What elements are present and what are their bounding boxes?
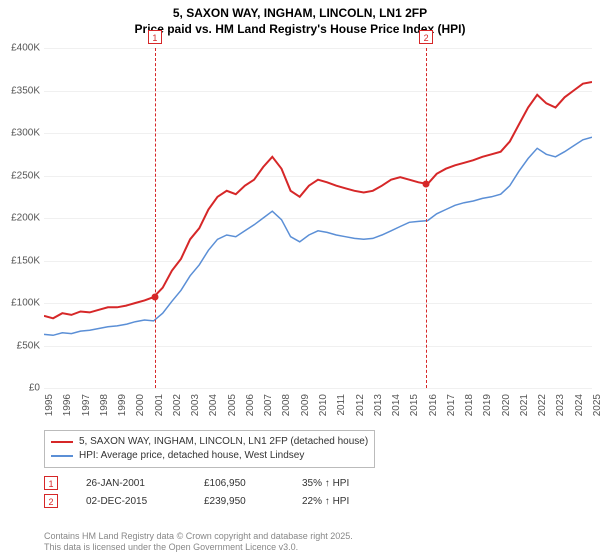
x-tick-label: 2021 xyxy=(519,394,530,416)
x-tick-label: 2023 xyxy=(555,394,566,416)
legend-label: HPI: Average price, detached house, West… xyxy=(79,449,304,463)
y-tick-label: £200K xyxy=(11,213,40,224)
y-tick-label: £400K xyxy=(11,43,40,54)
marker-table-id-box: 2 xyxy=(44,494,58,508)
x-tick-label: 1998 xyxy=(99,394,110,416)
x-tick-label: 1995 xyxy=(44,394,55,416)
footer-line2: This data is licensed under the Open Gov… xyxy=(44,542,353,554)
y-tick-label: £150K xyxy=(11,255,40,266)
footer-line1: Contains HM Land Registry data © Crown c… xyxy=(44,531,353,543)
marker-table: 1 26-JAN-2001 £106,950 35% ↑ HPI 2 02-DEC-201… xyxy=(44,476,592,508)
marker-dot xyxy=(151,294,158,301)
marker-vline xyxy=(155,48,156,388)
x-tick-label: 2018 xyxy=(464,394,475,416)
marker-table-date: 26-JAN-2001 xyxy=(86,478,176,489)
x-tick-label: 2008 xyxy=(281,394,292,416)
chart-container: 5, SAXON WAY, INGHAM, LINCOLN, LN1 2FP P… xyxy=(0,0,600,560)
legend-row: 5, SAXON WAY, INGHAM, LINCOLN, LN1 2FP (… xyxy=(51,435,368,449)
x-tick-label: 2004 xyxy=(208,394,219,416)
x-tick-label: 2020 xyxy=(501,394,512,416)
x-tick-label: 2002 xyxy=(172,394,183,416)
x-tick-label: 2015 xyxy=(409,394,420,416)
x-tick-label: 2005 xyxy=(227,394,238,416)
x-tick-label: 2016 xyxy=(428,394,439,416)
x-tick-label: 2012 xyxy=(355,394,366,416)
y-tick-label: £300K xyxy=(11,128,40,139)
y-tick-label: £0 xyxy=(29,383,40,394)
x-axis: 1995 1996 1997 1998 1999 2000 2001 2002 2003 2004… xyxy=(44,390,592,420)
marker-table-date: 02-DEC-2015 xyxy=(86,496,176,507)
x-tick-label: 2001 xyxy=(154,394,165,416)
legend-area: 5, SAXON WAY, INGHAM, LINCOLN, LN1 2FP (… xyxy=(44,430,592,512)
x-tick-label: 2022 xyxy=(537,394,548,416)
footer: Contains HM Land Registry data © Crown c… xyxy=(44,531,353,554)
legend-row: HPI: Average price, detached house, West… xyxy=(51,449,368,463)
x-tick-label: 2010 xyxy=(318,394,329,416)
legend-swatch xyxy=(51,455,73,457)
marker-vline xyxy=(426,48,427,388)
series-line xyxy=(44,82,592,318)
y-tick-label: £50K xyxy=(17,340,40,351)
x-tick-label: 2009 xyxy=(300,394,311,416)
marker-table-id-box: 1 xyxy=(44,476,58,490)
x-tick-label: 2000 xyxy=(135,394,146,416)
marker-dot xyxy=(423,181,430,188)
x-tick-label: 2017 xyxy=(446,394,457,416)
gridline xyxy=(44,388,592,389)
x-tick-label: 2007 xyxy=(263,394,274,416)
plot-region: £0£50K£100K£150K£200K£250K£300K£350K£400… xyxy=(44,48,592,388)
legend-label: 5, SAXON WAY, INGHAM, LINCOLN, LN1 2FP (… xyxy=(79,435,368,449)
marker-table-row: 2 02-DEC-2015 £239,950 22% ↑ HPI xyxy=(44,494,592,508)
chart-area: £0£50K£100K£150K£200K£250K£300K£350K£400… xyxy=(44,48,592,418)
legend-box: 5, SAXON WAY, INGHAM, LINCOLN, LN1 2FP (… xyxy=(44,430,375,468)
x-tick-label: 2013 xyxy=(373,394,384,416)
marker-table-price: £106,950 xyxy=(204,478,274,489)
x-tick-label: 2011 xyxy=(336,394,347,416)
chart-title-line2: Price paid vs. HM Land Registry's House … xyxy=(0,22,600,36)
marker-label-box: 1 xyxy=(148,30,162,44)
y-axis: £0£50K£100K£150K£200K£250K£300K£350K£400… xyxy=(0,48,44,388)
x-tick-label: 2006 xyxy=(245,394,256,416)
y-tick-label: £100K xyxy=(11,298,40,309)
marker-table-delta: 35% ↑ HPI xyxy=(302,478,382,489)
x-tick-label: 2019 xyxy=(482,394,493,416)
marker-table-row: 1 26-JAN-2001 £106,950 35% ↑ HPI xyxy=(44,476,592,490)
x-tick-label: 2014 xyxy=(391,394,402,416)
x-tick-label: 1997 xyxy=(81,394,92,416)
y-tick-label: £350K xyxy=(11,85,40,96)
line-series-svg xyxy=(44,48,592,388)
chart-title-line1: 5, SAXON WAY, INGHAM, LINCOLN, LN1 2FP xyxy=(0,0,600,22)
y-tick-label: £250K xyxy=(11,170,40,181)
x-tick-label: 2024 xyxy=(574,394,585,416)
x-tick-label: 2003 xyxy=(190,394,201,416)
x-tick-label: 1996 xyxy=(62,394,73,416)
marker-table-price: £239,950 xyxy=(204,496,274,507)
x-tick-label: 2025 xyxy=(592,394,600,416)
legend-swatch xyxy=(51,441,73,443)
x-tick-label: 1999 xyxy=(117,394,128,416)
marker-table-delta: 22% ↑ HPI xyxy=(302,496,382,507)
marker-label-box: 2 xyxy=(419,30,433,44)
